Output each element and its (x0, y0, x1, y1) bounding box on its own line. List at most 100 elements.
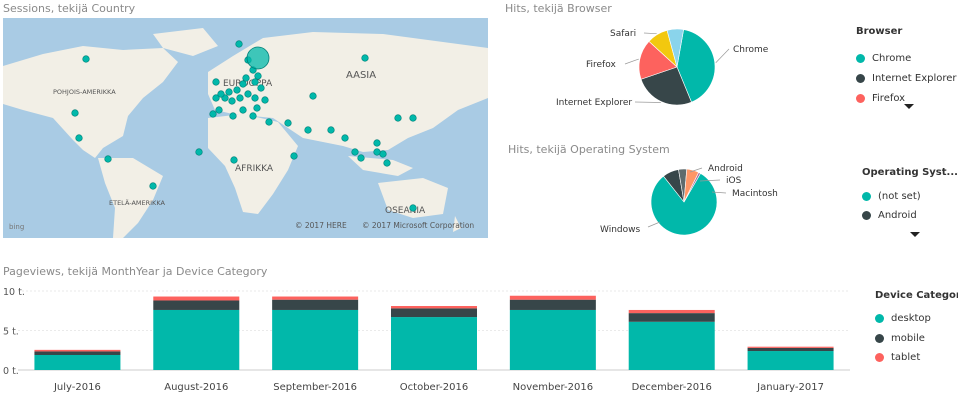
map-bubble[interactable] (409, 204, 417, 212)
bar-segment-tablet[interactable] (391, 306, 477, 309)
bar-segment-tablet[interactable] (272, 296, 359, 300)
os-legend-item-android[interactable]: Android (862, 206, 921, 225)
map-bubble[interactable] (253, 104, 261, 112)
bar-segment-desktop[interactable] (153, 309, 240, 370)
map-bubble[interactable] (236, 94, 244, 102)
map-bubble[interactable] (149, 182, 157, 190)
map-bubble[interactable] (361, 54, 369, 62)
map-bubble[interactable] (394, 114, 402, 122)
map-bubble[interactable] (233, 86, 241, 94)
pageviews-bar-chart[interactable]: 10 t. 5 t. 0 t. July-2016 August-2016 Septem… (0, 280, 860, 401)
map-bubble[interactable] (327, 126, 335, 134)
map-bubble[interactable] (244, 90, 252, 98)
world-map[interactable]: POHJOIS-AMERIKKA EUROOPPA AASIA AFRIKKA … (3, 18, 488, 238)
bar-segment-desktop[interactable] (34, 354, 121, 370)
os-pie[interactable] (650, 168, 718, 236)
leader-line (643, 32, 657, 35)
map-bubble[interactable] (217, 90, 225, 98)
bar-segment-tablet[interactable] (509, 295, 596, 300)
map-bubble[interactable] (257, 84, 265, 92)
map-bubble[interactable] (304, 126, 312, 134)
bar-segment-mobile[interactable] (628, 313, 715, 322)
bar-segment-mobile[interactable] (34, 351, 121, 355)
map-bubble[interactable] (239, 106, 247, 114)
map-bubble[interactable] (246, 46, 270, 70)
pageviews-legend-item-desktop[interactable]: desktop (875, 309, 931, 329)
pie-slice[interactable] (683, 172, 701, 203)
bar-bars[interactable] (34, 295, 834, 370)
map-bubbles[interactable] (71, 40, 417, 212)
bar-segment-desktop[interactable] (391, 317, 477, 370)
browser-pie-chart[interactable]: Chrome Internet Explorer Firefox Safari (540, 14, 840, 124)
os-legend-item-not-set[interactable]: (not set) (862, 187, 921, 206)
map-bubble[interactable] (341, 134, 349, 142)
pie-slice[interactable] (666, 28, 684, 68)
browser-legend-scroll-down-icon[interactable] (904, 104, 914, 109)
bar-segment-mobile[interactable] (272, 299, 359, 310)
bar-segment-desktop[interactable] (509, 309, 596, 370)
bar-segment-mobile[interactable] (153, 300, 240, 310)
map-bubble[interactable] (71, 109, 79, 117)
map-bubble[interactable] (242, 74, 250, 82)
map-visual[interactable]: POHJOIS-AMERIKKA EUROOPPA AASIA AFRIKKA … (3, 18, 488, 238)
browser-legend-item-ie[interactable]: Internet Explorer (856, 68, 957, 88)
os-pie-chart[interactable]: Android iOS Macintosh Windows (560, 155, 830, 245)
map-bubble[interactable] (215, 106, 223, 114)
pie-slice[interactable] (650, 173, 718, 236)
map-bubble[interactable] (212, 78, 220, 86)
browser-legend-item-chrome[interactable]: Chrome (856, 48, 957, 68)
bar-segment-mobile[interactable] (391, 308, 477, 318)
map-bubble[interactable] (373, 139, 381, 147)
map-bubble[interactable] (251, 78, 259, 86)
map-bubble[interactable] (228, 97, 236, 105)
legend-dot (856, 53, 865, 63)
map-bubble[interactable] (230, 156, 238, 164)
map-bubble[interactable] (351, 148, 359, 156)
y-tick-label: 0 t. (3, 366, 19, 377)
map-bubble[interactable] (249, 112, 257, 120)
os-slice-label: Android (708, 164, 743, 174)
map-bubble[interactable] (225, 88, 233, 96)
map-bubble[interactable] (235, 40, 243, 48)
map-copyright-microsoft: © 2017 Microsoft Corporation (362, 221, 474, 230)
pageviews-legend-item-tablet[interactable]: tablet (875, 348, 931, 368)
bar-segment-tablet[interactable] (747, 346, 834, 348)
map-bubble[interactable] (379, 150, 387, 158)
legend-label: Chrome (872, 52, 912, 64)
os-legend-scroll-down-icon[interactable] (910, 232, 920, 237)
bar-segment-desktop[interactable] (628, 321, 715, 370)
map-bubble[interactable] (261, 96, 269, 104)
map-bubble[interactable] (290, 152, 298, 160)
map-bubble[interactable] (265, 118, 273, 126)
map-bubble[interactable] (373, 148, 381, 156)
bar-segment-mobile[interactable] (747, 347, 834, 352)
map-bubble[interactable] (75, 134, 83, 142)
bar-segment-tablet[interactable] (628, 309, 715, 314)
map-bubble[interactable] (409, 114, 417, 122)
bar-segment-tablet[interactable] (34, 349, 121, 352)
map-bubble[interactable] (284, 119, 292, 127)
map-bubble[interactable] (251, 94, 259, 102)
map-bubble[interactable] (104, 155, 112, 163)
map-bubble[interactable] (309, 92, 317, 100)
map-bubble[interactable] (209, 110, 217, 118)
pie-slice[interactable] (640, 66, 692, 106)
map-bubble[interactable] (383, 159, 391, 167)
browser-legend-item-firefox[interactable]: Firefox (856, 88, 957, 108)
map-bubble[interactable] (212, 94, 220, 102)
map-bubble[interactable] (239, 80, 247, 88)
os-slice-label: iOS (726, 176, 742, 186)
bar-segment-tablet[interactable] (153, 296, 240, 301)
pageviews-legend-item-mobile[interactable]: mobile (875, 329, 931, 349)
browser-pie[interactable] (638, 28, 716, 106)
map-bubble[interactable] (195, 148, 203, 156)
map-bubble[interactable] (229, 112, 237, 120)
bar-segment-mobile[interactable] (509, 299, 596, 310)
bar-segment-desktop[interactable] (272, 309, 359, 370)
bar-segment-desktop[interactable] (747, 351, 834, 370)
pie-slice[interactable] (676, 29, 716, 103)
legend-label: Internet Explorer (872, 72, 957, 84)
map-bubble[interactable] (254, 72, 262, 80)
map-bubble[interactable] (357, 154, 365, 162)
map-bubble[interactable] (82, 55, 90, 63)
